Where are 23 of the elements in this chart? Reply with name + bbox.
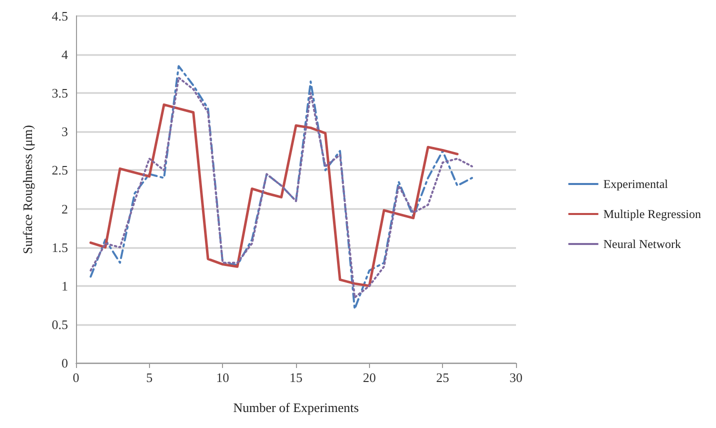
x-tick-label: 20	[362, 370, 376, 385]
y-tick-label: 3.5	[52, 86, 68, 101]
y-tick-label: 1	[62, 278, 68, 294]
x-tick-label: 10	[216, 370, 230, 385]
y-tick-label: 4	[62, 47, 68, 62]
line-series	[89, 103, 459, 288]
y-tick-label: 0	[62, 356, 68, 370]
legend-label: Multiple Regression	[603, 207, 702, 221]
y-tick-label: 2.5	[52, 162, 68, 178]
x-tick-label: 30	[510, 370, 522, 385]
x-tick-label: 15	[290, 370, 302, 385]
x-axis-title: Number of Experiments	[233, 400, 359, 415]
y-tick-label: 4.5	[52, 8, 68, 24]
y-tick-label: 2	[62, 201, 68, 216]
y-tick-label: 1.5	[52, 240, 68, 255]
y-tick-label: 0.5	[52, 316, 68, 332]
y-axis-title: Surface Roughness (μm)	[20, 125, 35, 254]
y-tick-label: 3	[62, 124, 68, 140]
x-tick-label: 0	[72, 370, 80, 385]
x-tick-label: 25	[436, 370, 450, 385]
legend-label: Neural Network	[603, 237, 681, 251]
legend-label: Experimental	[603, 177, 669, 191]
x-tick-label: 5	[146, 370, 153, 385]
